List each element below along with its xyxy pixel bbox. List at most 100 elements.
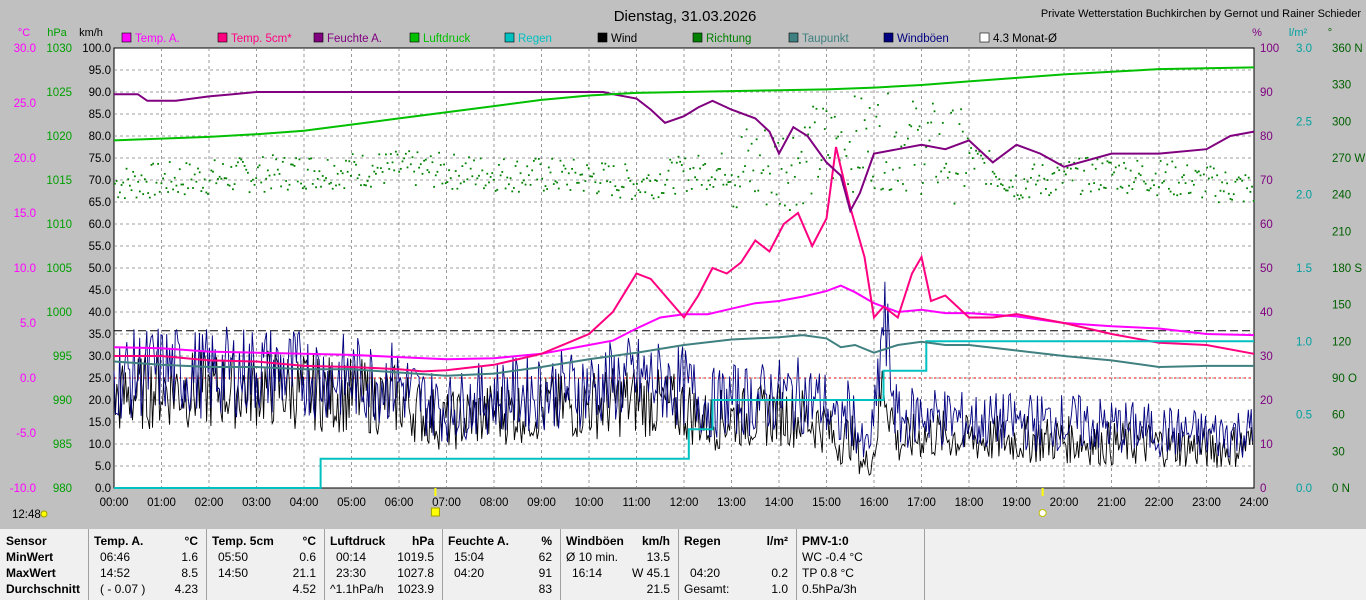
stats-pmv-column: PMV-1:0 WC -0.4 °C TP 0.8 °C 0.5hPa/3h — [802, 529, 922, 600]
stats-separator — [206, 529, 207, 600]
direction-point — [1164, 171, 1167, 174]
direction-point — [915, 107, 918, 110]
tick-label-wind: 60.0 — [89, 219, 111, 231]
tick-label-temp: 10.0 — [14, 263, 36, 275]
direction-point — [192, 187, 194, 189]
direction-point — [1068, 161, 1071, 163]
direction-point — [248, 191, 251, 194]
direction-point — [830, 116, 833, 119]
direction-point — [438, 151, 440, 154]
direction-point — [193, 173, 196, 176]
tick-label-humidity: 0 — [1260, 483, 1266, 495]
direction-point — [137, 181, 140, 183]
direction-point — [897, 179, 899, 182]
direction-point — [837, 135, 839, 138]
direction-point — [1106, 160, 1109, 163]
direction-point — [644, 191, 647, 194]
direction-point — [707, 179, 710, 182]
stats-avg-label: Durchschnitt — [6, 582, 81, 596]
direction-point — [805, 160, 808, 163]
direction-point — [1016, 194, 1019, 197]
direction-point — [1069, 167, 1072, 170]
tick-label-wind: 20.0 — [89, 395, 111, 407]
x-tick-label: 14:00 — [765, 497, 794, 509]
direction-point — [659, 173, 662, 176]
direction-point — [1247, 176, 1250, 179]
direction-point — [611, 194, 613, 197]
direction-point — [1005, 189, 1007, 192]
axis-unit-rain: l/m² — [1289, 27, 1308, 39]
direction-point — [943, 166, 946, 169]
direction-point — [529, 183, 532, 186]
tick-label-direction: 270 W — [1332, 153, 1365, 165]
direction-point — [619, 196, 622, 199]
direction-point — [197, 167, 199, 170]
direction-point — [424, 158, 427, 161]
stats-pressure-max-time: 23:30 — [336, 566, 367, 580]
direction-point — [1222, 190, 1225, 193]
tick-label-temp: 20.0 — [14, 153, 36, 165]
stats-gusts-10min-value: 13.5 — [646, 550, 670, 564]
direction-point — [1141, 165, 1144, 168]
x-tick-label: 18:00 — [955, 497, 984, 509]
direction-point — [970, 147, 972, 149]
direction-point — [594, 181, 597, 184]
direction-point — [995, 175, 997, 178]
direction-point — [672, 187, 675, 190]
tick-label-wind: 35.0 — [89, 329, 111, 341]
direction-point — [905, 189, 908, 192]
direction-point — [807, 133, 810, 136]
direction-point — [916, 128, 919, 131]
tick-label-wind: 75.0 — [89, 153, 111, 165]
direction-point — [1171, 160, 1174, 163]
direction-point — [747, 149, 750, 152]
legend-label: Richtung — [706, 33, 751, 45]
direction-point — [993, 172, 996, 175]
direction-point — [1159, 160, 1162, 162]
direction-point — [592, 172, 595, 175]
stats-pressure-max-value: 1027.8 — [397, 566, 434, 580]
direction-point — [398, 170, 401, 173]
stats-humidity-column: Feuchte A.% 15:04 62 04:20 91 83 — [448, 529, 558, 600]
direction-point — [694, 176, 697, 179]
direction-point — [1023, 178, 1026, 181]
direction-point — [132, 170, 135, 173]
direction-point — [270, 187, 273, 190]
direction-point — [263, 190, 266, 193]
direction-point — [1192, 183, 1195, 186]
direction-point — [360, 184, 362, 187]
stats-humidity-header: Feuchte A. — [448, 534, 509, 548]
stats-pressure-header: Luftdruck — [330, 534, 386, 548]
direction-point — [290, 163, 293, 166]
direction-point — [912, 100, 914, 103]
direction-point — [175, 184, 178, 187]
direction-point — [674, 192, 677, 195]
direction-point — [153, 193, 156, 196]
direction-point — [1109, 161, 1112, 164]
direction-point — [114, 182, 116, 185]
direction-point — [318, 170, 321, 173]
direction-point — [527, 174, 530, 177]
tick-label-temp: 15.0 — [14, 208, 36, 220]
direction-point — [935, 175, 938, 178]
tick-label-direction: 0 N — [1332, 483, 1350, 495]
direction-point — [887, 92, 889, 95]
stats-gusts-unit: km/h — [641, 534, 670, 548]
stats-sensor-column: Sensor MinWert MaxWert Durchschnitt — [6, 529, 86, 600]
direction-point — [242, 160, 244, 163]
direction-point — [478, 174, 480, 177]
direction-point — [1176, 194, 1179, 197]
direction-point — [828, 156, 831, 159]
direction-point — [1134, 177, 1137, 179]
direction-point — [235, 164, 238, 167]
direction-point — [665, 178, 668, 181]
direction-point — [641, 180, 643, 183]
direction-point — [907, 137, 909, 140]
direction-point — [394, 150, 397, 153]
tick-label-wind: 0.0 — [95, 483, 111, 495]
direction-point — [639, 191, 642, 194]
direction-point — [564, 167, 567, 170]
tick-label-pressure: 1020 — [46, 131, 72, 143]
direction-point — [998, 178, 1001, 181]
direction-point — [589, 175, 592, 178]
